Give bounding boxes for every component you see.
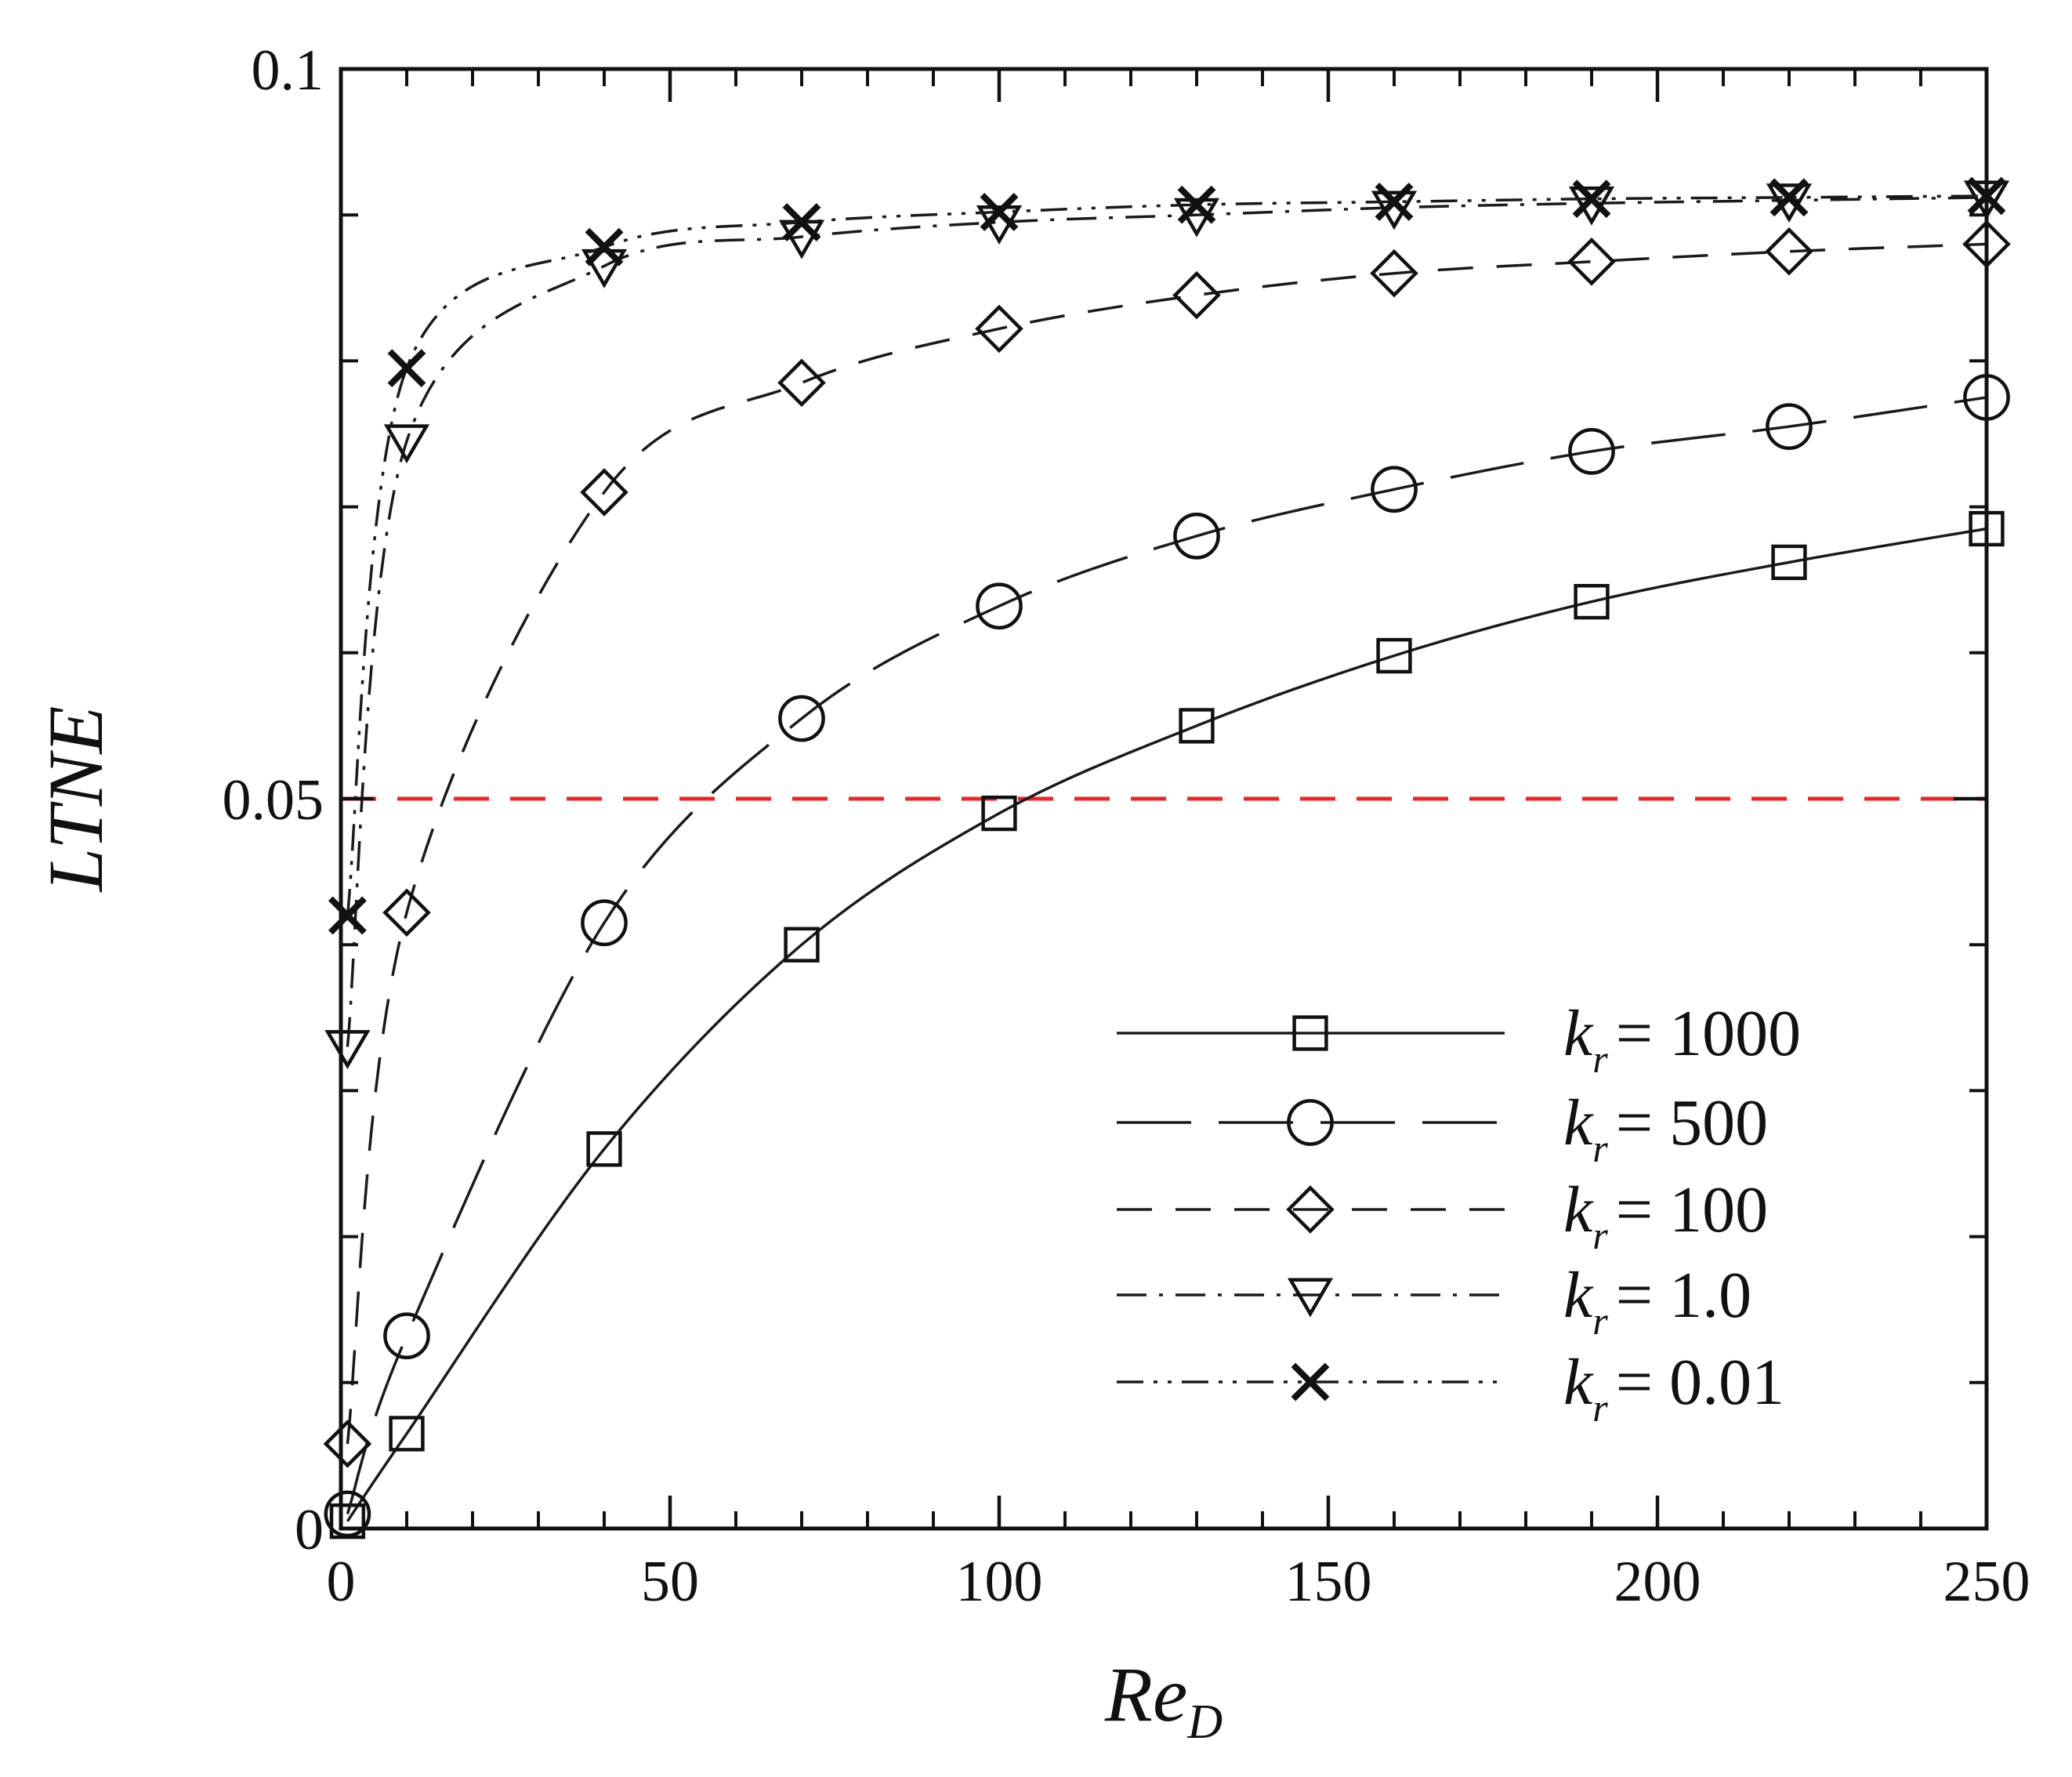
- x-axis-title: ReD: [1104, 1651, 1223, 1749]
- data-point-triangle-down-220: [1766, 183, 1813, 223]
- data-point-circle-220: [1766, 403, 1813, 451]
- x-tick-label: 250: [1943, 1550, 2030, 1614]
- legend-sub: r: [1592, 1126, 1608, 1170]
- series-diamond: [323, 219, 2011, 1468]
- legend-item-triangle-down: kr = 1.0: [1117, 1259, 1751, 1343]
- series-line-circle: [346, 396, 1987, 1514]
- data-point-x-160: [1375, 183, 1414, 221]
- legend-marker-square: [1292, 1015, 1328, 1051]
- data-point-circle-40: [581, 899, 628, 947]
- legend-marker-x: [1291, 1362, 1330, 1402]
- data-point-diamond-190: [1567, 238, 1616, 286]
- series-line-triangle-down: [346, 196, 1987, 1047]
- legend-value: = 500: [1616, 1086, 1768, 1159]
- series-square: [329, 510, 2005, 1539]
- data-point-square-100: [981, 795, 1017, 832]
- legend-value: = 1000: [1616, 997, 1801, 1070]
- data-point-circle-160: [1371, 466, 1418, 513]
- data-point-diamond-130: [1172, 270, 1221, 320]
- legend-label: kr = 100: [1563, 1173, 1768, 1257]
- legend-item-diamond: kr = 100: [1117, 1173, 1768, 1257]
- x-tick-label: 150: [1285, 1550, 1372, 1614]
- legend-var: k: [1563, 1173, 1594, 1246]
- axes: 0 50 100 150 200 250 0 0.05 0.1 ReD LTNE: [32, 38, 2030, 1749]
- legend-marker-diamond: [1286, 1185, 1335, 1234]
- data-point-circle-190: [1568, 427, 1615, 475]
- x-tick-label: 50: [641, 1550, 699, 1614]
- data-point-square-190: [1574, 583, 1610, 620]
- data-point-circle-70: [778, 694, 825, 742]
- data-point-x-100: [980, 193, 1019, 231]
- data-point-x-1: [328, 896, 367, 935]
- x-axis-title-main: Re: [1104, 1651, 1187, 1738]
- legend-item-x: kr = 0.01: [1117, 1346, 1784, 1430]
- data-point-diamond-1: [323, 1420, 372, 1468]
- x-axis-title-sub: D: [1186, 1695, 1223, 1749]
- legend-var: k: [1563, 1259, 1594, 1332]
- legend-var: k: [1563, 1086, 1594, 1159]
- x-tick-label: 0: [327, 1550, 356, 1614]
- data-point-diamond-160: [1370, 248, 1418, 298]
- series-x: [328, 176, 2006, 935]
- y-tick-label: 0.05: [223, 768, 324, 832]
- legend-label: kr = 0.01: [1563, 1346, 1784, 1430]
- legend-label: kr = 1000: [1563, 997, 1801, 1081]
- data-point-circle-1: [324, 1490, 371, 1538]
- y-tick-label: 0.1: [252, 38, 324, 103]
- data-point-diamond-70: [777, 358, 826, 408]
- legend-marker-circle: [1287, 1099, 1334, 1146]
- legend-value: = 0.01: [1616, 1346, 1784, 1419]
- data-point-diamond-40: [580, 468, 628, 517]
- x-tick-label: 100: [956, 1550, 1043, 1614]
- data-point-triangle-down-10: [383, 424, 430, 464]
- data-point-triangle-down-40: [581, 248, 628, 288]
- legend-sub: r: [1592, 1386, 1608, 1430]
- plot-area: [323, 176, 2011, 1539]
- data-point-circle-100: [976, 582, 1023, 630]
- data-point-square-130: [1179, 708, 1215, 744]
- series-triangle-down: [324, 180, 2010, 1070]
- data-point-x-40: [585, 227, 624, 267]
- data-point-square-40: [586, 1131, 622, 1167]
- legend-item-square: kr = 1000: [1117, 997, 1801, 1081]
- data-point-diamond-10: [382, 888, 431, 937]
- data-point-circle-130: [1173, 512, 1220, 560]
- legend-var: k: [1563, 1346, 1594, 1419]
- legend-label: kr = 1.0: [1563, 1259, 1751, 1343]
- legend-item-circle: kr = 500: [1117, 1086, 1768, 1170]
- legend-sub: r: [1592, 1213, 1608, 1257]
- data-point-diamond-220: [1765, 227, 1813, 276]
- data-point-x-70: [782, 203, 821, 241]
- data-point-circle-10: [383, 1312, 430, 1360]
- data-point-square-160: [1376, 637, 1412, 674]
- data-point-x-10: [387, 349, 426, 388]
- data-point-square-10: [389, 1416, 425, 1452]
- y-axis-title: LTNE: [32, 705, 119, 893]
- series-line-square: [346, 527, 1987, 1522]
- legend-var: k: [1563, 997, 1594, 1070]
- series-line-x: [346, 194, 1987, 916]
- legend-value: = 1.0: [1616, 1259, 1751, 1332]
- data-point-x-190: [1572, 180, 1611, 219]
- data-point-triangle-down-1: [324, 1030, 371, 1070]
- legend-sub: r: [1592, 1299, 1608, 1343]
- data-point-x-220: [1770, 178, 1809, 217]
- legend-marker-triangle-down: [1287, 1278, 1334, 1318]
- data-point-square-70: [784, 927, 820, 963]
- data-point-diamond-100: [975, 304, 1023, 354]
- legend-label: kr = 500: [1563, 1086, 1768, 1170]
- data-point-x-130: [1177, 185, 1216, 224]
- legend-value: = 100: [1616, 1173, 1768, 1246]
- x-tick-label: 200: [1614, 1550, 1701, 1614]
- y-tick-label: 0: [295, 1498, 324, 1562]
- legend-sub: r: [1592, 1037, 1608, 1081]
- data-point-square-220: [1771, 544, 1807, 581]
